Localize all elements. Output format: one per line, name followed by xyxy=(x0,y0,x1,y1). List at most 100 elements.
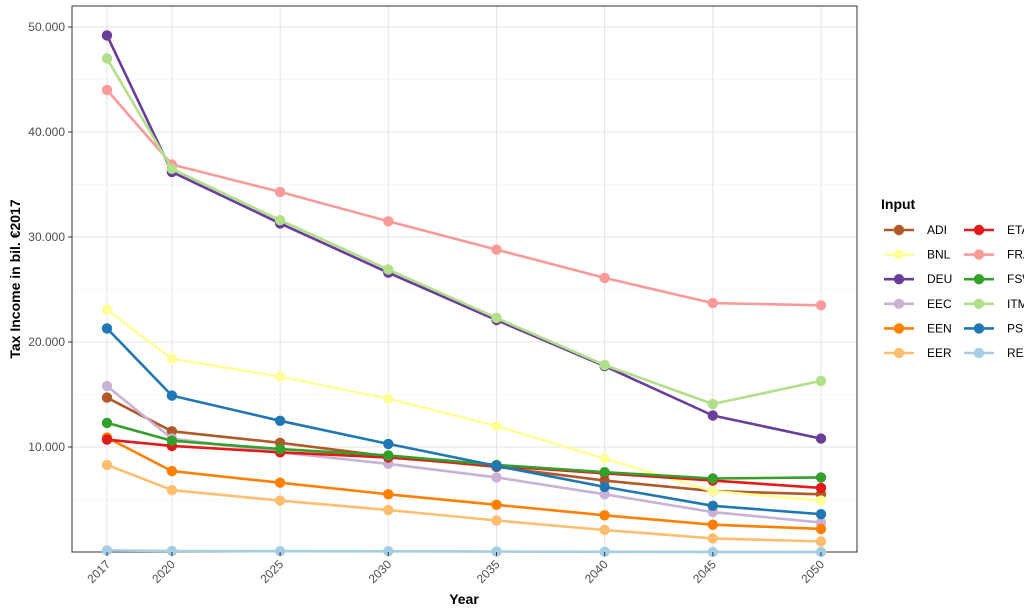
data-point xyxy=(166,163,178,174)
data-point xyxy=(101,53,113,64)
data-point xyxy=(815,509,827,520)
legend-key-point xyxy=(893,323,905,334)
x-tick-label: 2025 xyxy=(257,557,286,586)
x-tick-label: 2045 xyxy=(690,557,719,586)
x-axis-title: Year xyxy=(449,591,479,607)
legend-item-bnl: BNL xyxy=(884,248,951,262)
legend-item-een: EEN xyxy=(884,321,952,335)
legend-key-point xyxy=(893,298,905,309)
data-point xyxy=(383,546,394,557)
legend-item-deu: DEU xyxy=(884,272,952,286)
legend-label: PSP xyxy=(1007,321,1024,335)
series-fsw xyxy=(101,417,827,484)
legend-label: BNL xyxy=(927,248,951,262)
series-fra xyxy=(101,84,827,311)
series-line xyxy=(106,463,822,543)
data-point xyxy=(491,312,502,324)
data-point xyxy=(274,546,286,557)
data-point xyxy=(101,84,113,96)
data-point xyxy=(166,484,178,496)
data-point xyxy=(815,482,827,494)
data-point xyxy=(274,186,286,198)
x-tick-label: 2020 xyxy=(149,557,178,586)
x-tick-label: 2050 xyxy=(798,557,827,586)
legend-key-point xyxy=(973,347,985,359)
legend-key-point xyxy=(893,249,905,260)
legend-label: FRA xyxy=(1007,248,1024,262)
data-point xyxy=(599,272,610,284)
data-point xyxy=(815,375,827,387)
data-point xyxy=(815,300,827,311)
data-point xyxy=(383,264,394,275)
gridlines xyxy=(72,6,857,552)
data-point xyxy=(707,519,718,530)
series-bnl xyxy=(101,304,827,506)
data-point xyxy=(707,485,718,497)
data-point xyxy=(815,523,827,535)
data-point xyxy=(274,371,286,382)
data-point xyxy=(166,465,178,477)
data-point xyxy=(101,380,113,392)
data-point xyxy=(383,450,394,461)
legend-key-point xyxy=(973,323,985,334)
y-tick-label: 20.000 xyxy=(28,335,65,349)
data-point xyxy=(599,467,610,478)
legend-label: ITM xyxy=(1007,297,1024,311)
legend-item-eer: EER xyxy=(884,346,952,360)
data-point xyxy=(707,398,718,410)
y-tick-label: 40.000 xyxy=(28,125,65,139)
legend-label: EEC xyxy=(927,297,952,311)
x-axis-ticks: 2017 2020 2025 2030 2035 2040 2045 2050 xyxy=(84,552,827,586)
x-tick-label: 2035 xyxy=(474,557,503,586)
legend-key-point xyxy=(973,298,985,309)
data-point xyxy=(274,477,286,488)
legend-key-point xyxy=(973,274,985,285)
legend-item-eta: ETA xyxy=(964,223,1024,237)
legend-label: DEU xyxy=(927,272,952,286)
data-point xyxy=(815,536,827,547)
series-line xyxy=(106,438,822,490)
data-point xyxy=(599,481,610,493)
series-line xyxy=(106,436,822,531)
data-point xyxy=(383,489,394,500)
data-point xyxy=(274,215,286,226)
data-point xyxy=(599,524,610,536)
data-point xyxy=(491,472,502,483)
x-tick-label: 2017 xyxy=(84,557,113,586)
data-point xyxy=(383,504,394,516)
legend-item-psp: PSP xyxy=(964,321,1024,335)
legend-key-point xyxy=(893,224,905,236)
legend-title: Input xyxy=(881,196,916,212)
legend-item-eec: EEC xyxy=(884,297,952,311)
y-tick-label: 10.000 xyxy=(28,440,65,454)
data-point xyxy=(599,359,610,371)
y-axis-ticks: 10.000 20.000 30.000 40.000 50.000 xyxy=(28,20,72,454)
data-point xyxy=(599,453,610,464)
data-point xyxy=(101,459,113,471)
legend-key-point xyxy=(973,249,985,260)
series-line xyxy=(106,549,822,554)
legend-label: EEN xyxy=(927,321,952,335)
legend-key-point xyxy=(893,274,905,285)
data-point xyxy=(274,495,286,506)
data-point xyxy=(383,216,394,227)
x-tick-label: 2030 xyxy=(366,557,395,586)
data-point xyxy=(101,392,113,403)
data-point xyxy=(101,30,113,41)
legend: Input ADI BNL DEU EEC EEN EER ETA FRA FSW ITM PSP R… xyxy=(881,196,1024,360)
data-point xyxy=(599,489,610,500)
legend-key-point xyxy=(893,347,905,359)
legend-label: EER xyxy=(927,346,952,360)
data-point xyxy=(101,434,113,445)
data-point xyxy=(599,546,610,557)
x-tick-label: 2040 xyxy=(582,557,611,586)
series-psp xyxy=(101,323,827,520)
data-point xyxy=(166,390,178,401)
data-point xyxy=(815,495,827,506)
data-point xyxy=(101,323,113,334)
data-point xyxy=(101,545,113,556)
data-point xyxy=(491,499,502,510)
series-adi xyxy=(101,392,827,500)
data-point xyxy=(491,515,502,526)
